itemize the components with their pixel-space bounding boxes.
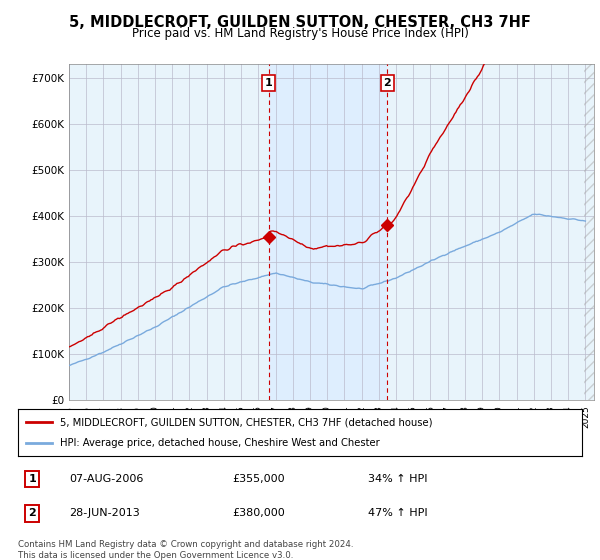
Text: Price paid vs. HM Land Registry's House Price Index (HPI): Price paid vs. HM Land Registry's House …	[131, 27, 469, 40]
Text: 2: 2	[383, 78, 391, 88]
Bar	[584, 64, 594, 400]
Text: 28-JUN-2013: 28-JUN-2013	[69, 508, 140, 519]
Text: 1: 1	[28, 474, 36, 484]
Text: 2: 2	[28, 508, 36, 519]
Text: 1: 1	[265, 78, 272, 88]
Text: HPI: Average price, detached house, Cheshire West and Chester: HPI: Average price, detached house, Ches…	[60, 438, 380, 448]
Text: 34% ↑ HPI: 34% ↑ HPI	[368, 474, 427, 484]
Text: 5, MIDDLECROFT, GUILDEN SUTTON, CHESTER, CH3 7HF: 5, MIDDLECROFT, GUILDEN SUTTON, CHESTER,…	[69, 15, 531, 30]
Text: Contains HM Land Registry data © Crown copyright and database right 2024.
This d: Contains HM Land Registry data © Crown c…	[18, 540, 353, 560]
Text: 07-AUG-2006: 07-AUG-2006	[69, 474, 143, 484]
Text: 5, MIDDLECROFT, GUILDEN SUTTON, CHESTER, CH3 7HF (detached house): 5, MIDDLECROFT, GUILDEN SUTTON, CHESTER,…	[60, 417, 433, 427]
Text: 47% ↑ HPI: 47% ↑ HPI	[368, 508, 427, 519]
Text: £355,000: £355,000	[232, 474, 285, 484]
Text: £380,000: £380,000	[232, 508, 285, 519]
